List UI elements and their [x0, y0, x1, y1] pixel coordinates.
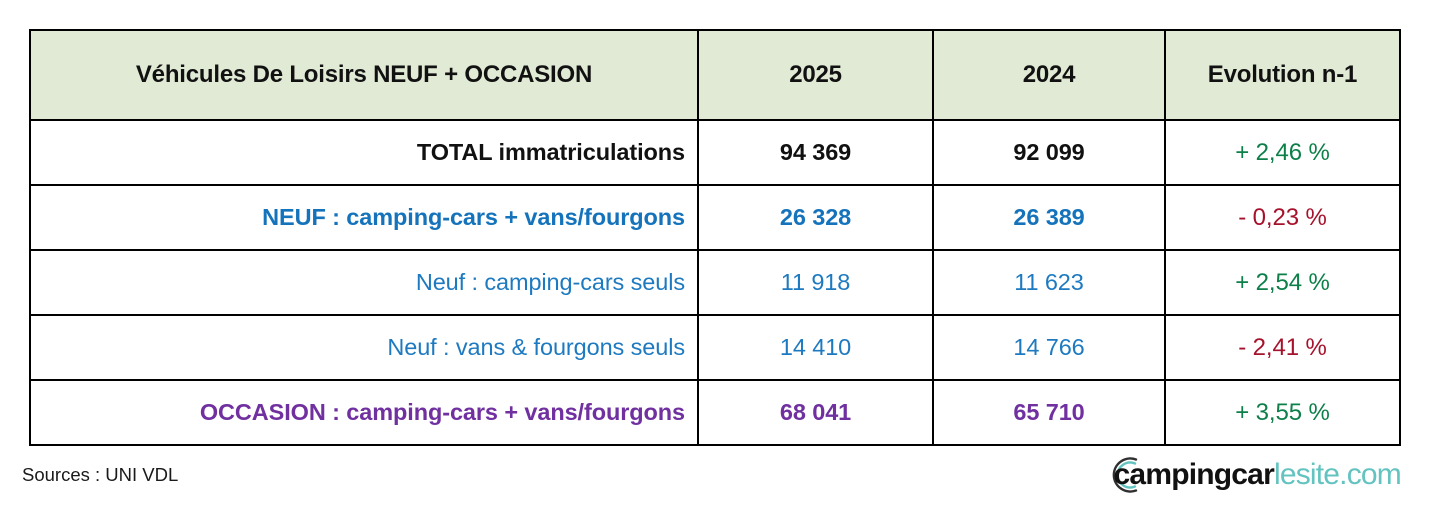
row-label-occasion-total: OCCASION : camping-cars + vans/fourgons — [29, 379, 699, 446]
column-header-evolution: Evolution n-1 — [1164, 29, 1401, 121]
table-row: NEUF : camping-cars + vans/fourgons 26 3… — [29, 184, 1401, 251]
table-header-row: Véhicules De Loisirs NEUF + OCCASION 202… — [29, 29, 1401, 121]
row-value-2025: 11 918 — [697, 249, 934, 316]
row-value-evolution: + 2,46 % — [1164, 119, 1401, 186]
logo-text-light: lesite.com — [1273, 458, 1402, 491]
row-value-2024: 65 710 — [932, 379, 1166, 446]
row-label-neuf-total: NEUF : camping-cars + vans/fourgons — [29, 184, 699, 251]
row-value-2024: 26 389 — [932, 184, 1166, 251]
row-value-evolution: + 2,54 % — [1164, 249, 1401, 316]
column-header-category: Véhicules De Loisirs NEUF + OCCASION — [29, 29, 699, 121]
logo-text-bold: campingcar — [1113, 458, 1275, 491]
row-value-2024: 11 623 — [932, 249, 1166, 316]
table-row: OCCASION : camping-cars + vans/fourgons … — [29, 379, 1401, 446]
row-value-2025: 14 410 — [697, 314, 934, 381]
row-value-2024: 14 766 — [932, 314, 1166, 381]
table-row: Neuf : vans & fourgons seuls 14 410 14 7… — [29, 314, 1401, 381]
row-value-2025: 94 369 — [697, 119, 934, 186]
column-header-2024: 2024 — [932, 29, 1166, 121]
row-value-2024: 92 099 — [932, 119, 1166, 186]
row-value-2025: 68 041 — [697, 379, 934, 446]
table-row: TOTAL immatriculations 94 369 92 099 + 2… — [29, 119, 1401, 186]
logo-wordmark: campingcarlesite.com — [1104, 452, 1402, 498]
row-value-2025: 26 328 — [697, 184, 934, 251]
row-value-evolution: - 2,41 % — [1164, 314, 1401, 381]
row-label-total-immatriculations: TOTAL immatriculations — [29, 119, 699, 186]
row-value-evolution: + 3,55 % — [1164, 379, 1401, 446]
row-label-neuf-vans-fourgons: Neuf : vans & fourgons seuls — [29, 314, 699, 381]
row-value-evolution: - 0,23 % — [1164, 184, 1401, 251]
registrations-table: Véhicules De Loisirs NEUF + OCCASION 202… — [29, 29, 1401, 446]
site-logo[interactable]: campingcarlesite.com — [1104, 452, 1402, 498]
source-attribution: Sources : UNI VDL — [22, 464, 179, 485]
table-row: Neuf : camping-cars seuls 11 918 11 623 … — [29, 249, 1401, 316]
row-label-neuf-camping-cars: Neuf : camping-cars seuls — [29, 249, 699, 316]
column-header-2025: 2025 — [697, 29, 934, 121]
